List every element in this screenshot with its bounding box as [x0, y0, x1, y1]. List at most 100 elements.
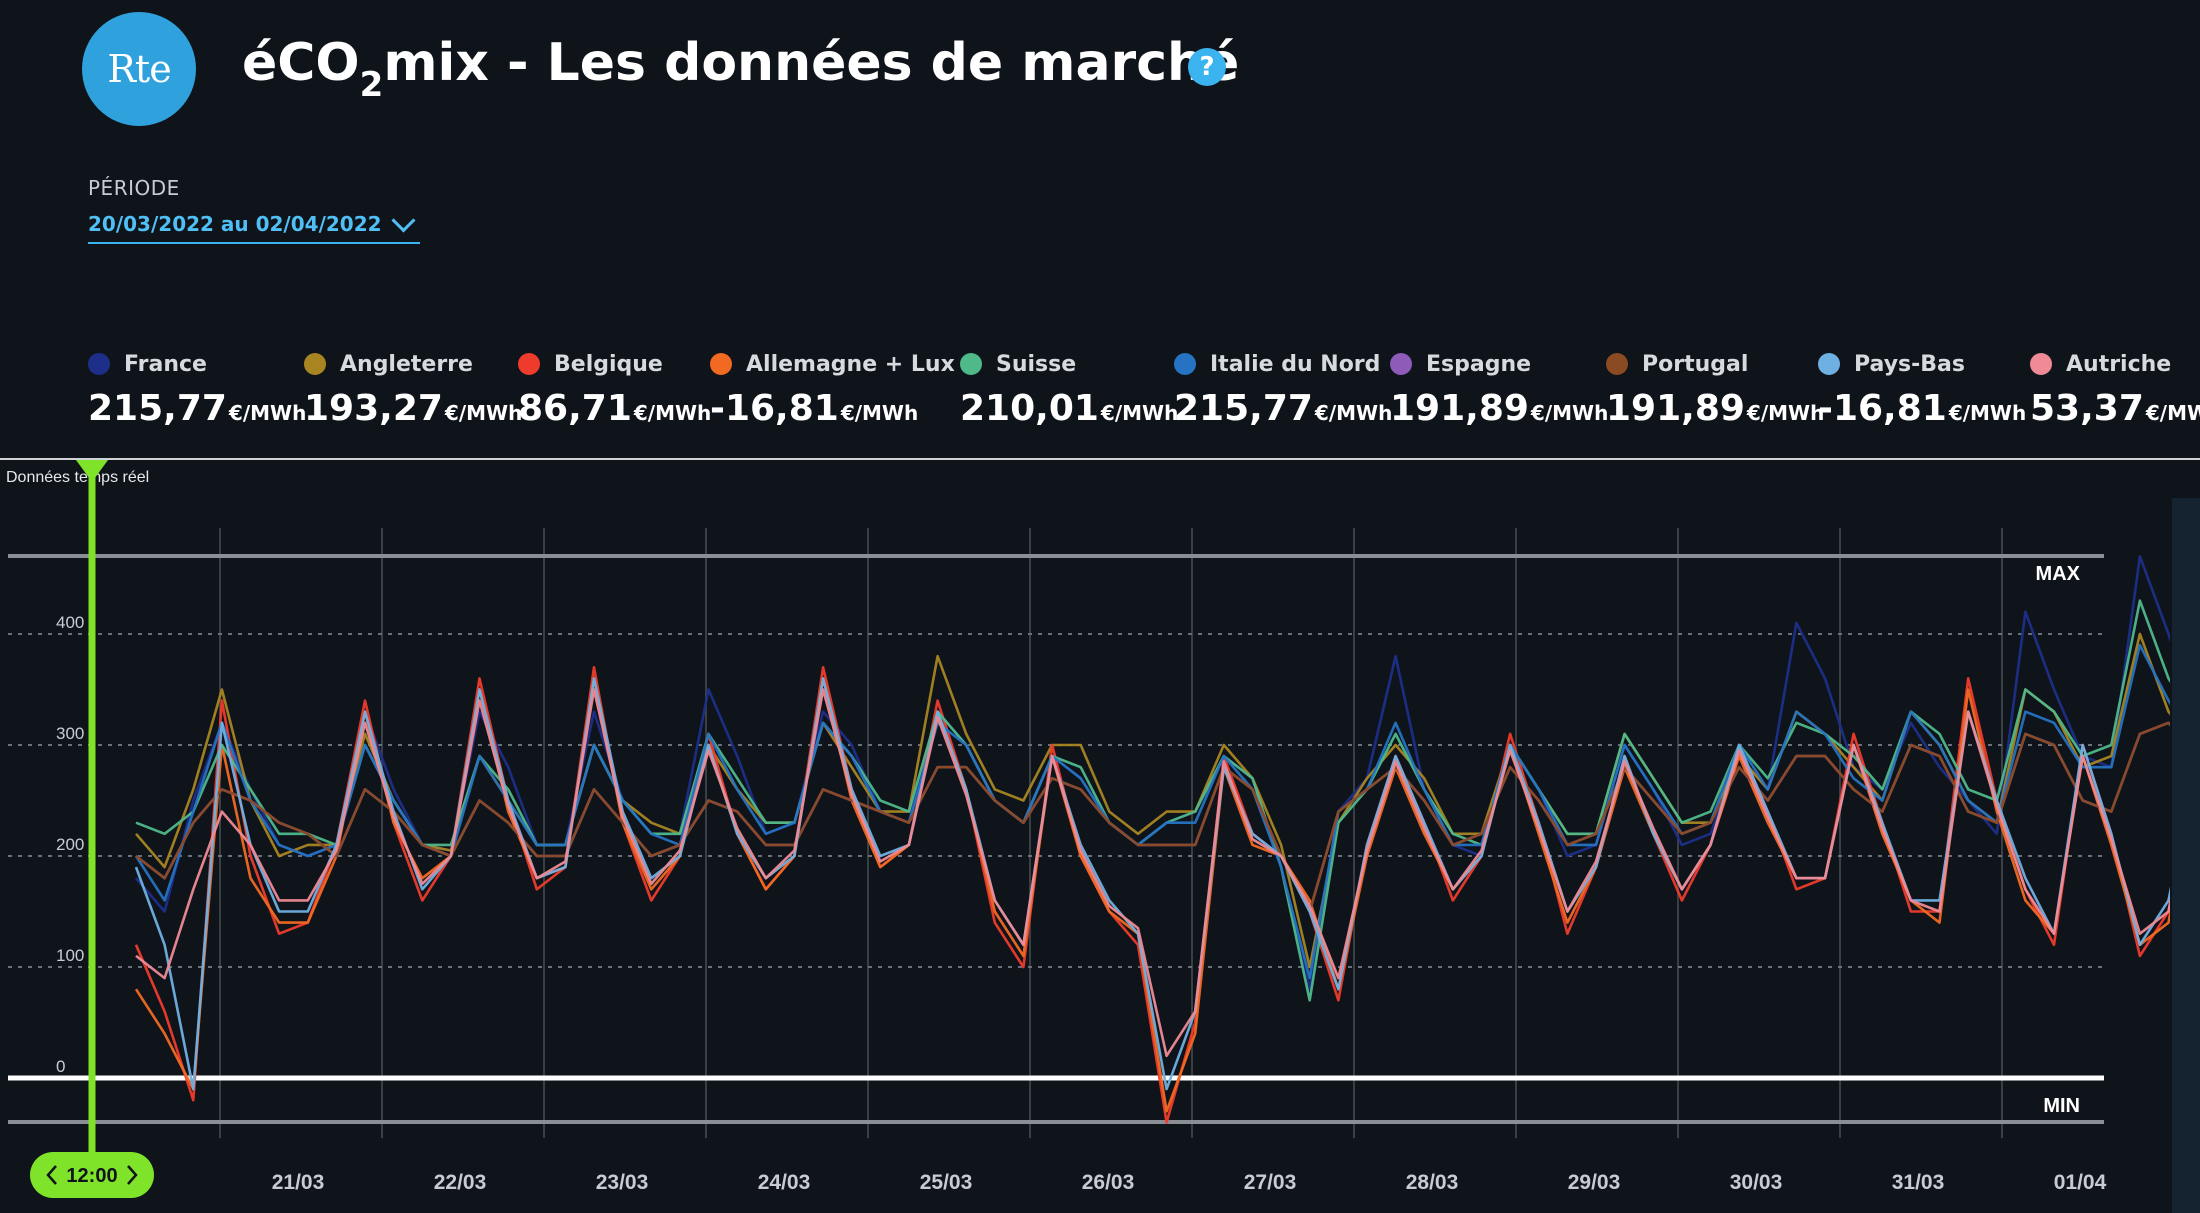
series-line-italie-du-nord[interactable]: [134, 643, 2170, 980]
legend-price-unit: €/MWh: [1100, 401, 1179, 425]
y-tick-label: 0: [56, 1057, 65, 1076]
legend-dot-icon: [304, 353, 326, 375]
x-tick-label: 21/03: [272, 1171, 325, 1194]
legend-name: Autriche: [2066, 351, 2172, 377]
legend-name: Pays-Bas: [1854, 351, 1965, 377]
legend-item[interactable]: Angleterre 193,27 €/MWh: [304, 348, 522, 429]
legend-price: 53,37€/MWh: [2030, 388, 2200, 429]
x-tick-label: 29/03: [1568, 1171, 1621, 1194]
legend-item[interactable]: Portugal 191,89 €/MWh: [1606, 348, 1824, 429]
legend-item[interactable]: Allemagne + Lux -16,81 €/MWh: [710, 348, 955, 429]
legend-price: 215,77 €/MWh: [1174, 388, 1392, 429]
x-tick-label: 24/03: [758, 1171, 811, 1194]
legend-price-value: -16,81: [1818, 388, 1947, 429]
legend-price-value: 86,71: [518, 388, 632, 429]
legend-price-unit: €/MWh: [1530, 401, 1609, 425]
legend-price-unit: €/MWh: [1314, 401, 1393, 425]
legend-price-value: 215,77: [88, 388, 227, 429]
title-prefix: éCO: [242, 33, 360, 93]
legend-price-unit: €/MWh: [1948, 401, 2027, 425]
x-tick-label: 23/03: [596, 1171, 649, 1194]
legend-price: 215,77 €/MWh: [88, 388, 306, 429]
x-tick-label: 30/03: [1730, 1171, 1783, 1194]
x-tick-label: 01/04: [2054, 1171, 2107, 1194]
min-label: MIN: [2043, 1095, 2080, 1117]
legend-dot-icon: [960, 353, 982, 375]
max-label: MAX: [2036, 563, 2081, 585]
series-line-suisse[interactable]: [135, 599, 2170, 1002]
legend-price: -16,81 €/MWh: [1818, 388, 2026, 429]
legend-price-unit: €/MWh: [840, 401, 919, 425]
legend-price: -16,81 €/MWh: [710, 388, 955, 429]
cursor-handle-icon[interactable]: [76, 460, 108, 482]
legend-price-value: 193,27: [304, 388, 443, 429]
legend-item[interactable]: France 215,77 €/MWh: [88, 348, 306, 429]
legend-dot-icon: [2030, 353, 2052, 375]
legend-price: 191,89 €/MWh: [1390, 388, 1608, 429]
x-tick-label: 28/03: [1406, 1171, 1459, 1194]
x-tick-label: 26/03: [1082, 1171, 1135, 1194]
legend-dot-icon: [88, 353, 110, 375]
x-tick-label: 31/03: [1892, 1171, 1945, 1194]
legend-price-unit: €/MWh: [2145, 401, 2200, 425]
legend-item[interactable]: Espagne 191,89 €/MWh: [1390, 348, 1608, 429]
legend-name: Allemagne + Lux: [746, 351, 955, 377]
legend-name: France: [124, 351, 207, 377]
legend-price: 191,89 €/MWh: [1606, 388, 1824, 429]
y-tick-label: 100: [56, 946, 84, 965]
chevron-right-icon[interactable]: [127, 1165, 138, 1185]
legend-item[interactable]: Pays-Bas -16,81 €/MWh: [1818, 348, 2026, 429]
legend-name: Belgique: [554, 351, 663, 377]
legend-name: Suisse: [996, 351, 1077, 377]
legend-name: Italie du Nord: [1210, 351, 1381, 377]
x-tick-label: 25/03: [920, 1171, 973, 1194]
chart-subtitle: Données temps réel: [6, 469, 149, 486]
legend-item[interactable]: Italie du Nord 215,77 €/MWh: [1174, 348, 1392, 429]
legend-item[interactable]: Belgique 86,71 €/MWh: [518, 348, 711, 429]
legend-name: Angleterre: [340, 351, 473, 377]
help-icon[interactable]: ?: [1188, 48, 1226, 86]
divider: [0, 458, 2200, 460]
legend-item[interactable]: Autriche 53,37€/MWh: [2030, 348, 2200, 429]
cursor-time-label: 12:00: [66, 1165, 117, 1187]
legend-price: 210,01 €/MWh: [960, 388, 1178, 429]
legend-price-unit: €/MWh: [633, 401, 712, 425]
series-line-allemagne-lux[interactable]: [134, 677, 2170, 1113]
series-line-portugal[interactable]: [135, 721, 2170, 913]
scrollbar-track[interactable]: [2172, 498, 2200, 1213]
legend-dot-icon: [710, 353, 732, 375]
legend-price-unit: €/MWh: [444, 401, 523, 425]
series-line-angleterre[interactable]: [135, 632, 2170, 969]
y-tick-label: 300: [56, 724, 84, 743]
legend-name: Portugal: [1642, 351, 1749, 377]
cursor-time-badge[interactable]: [30, 1152, 154, 1198]
legend-dot-icon: [1390, 353, 1412, 375]
header: Rte éCO2mix - Les données de marché ?: [0, 0, 2200, 140]
legend-name: Espagne: [1426, 351, 1532, 377]
y-tick-label: 200: [56, 835, 84, 854]
legend-item[interactable]: Suisse 210,01 €/MWh: [960, 348, 1178, 429]
title-subscript: 2: [359, 65, 384, 105]
legend-price-value: 191,89: [1606, 388, 1745, 429]
legend-dot-icon: [518, 353, 540, 375]
series-line-belgique[interactable]: [134, 666, 2170, 1124]
legend-dot-icon: [1606, 353, 1628, 375]
y-tick-label: 400: [56, 613, 84, 632]
x-tick-label: 27/03: [1244, 1171, 1297, 1194]
chart-area[interactable]: MAX MIN 0 100 200 300 400 Données temps réel 21/…: [0, 460, 2200, 1213]
legend-price-value: 215,77: [1174, 388, 1313, 429]
series-line-autriche[interactable]: [135, 688, 2170, 1058]
legend: France 215,77 €/MWh Angleterre 193,27 €/MWh Be…: [88, 348, 2200, 438]
legend-dot-icon: [1174, 353, 1196, 375]
legend-price-value: -16,81: [710, 388, 839, 429]
series-line-pays-bas[interactable]: [134, 677, 2170, 1091]
legend-price-value: 210,01: [960, 388, 1099, 429]
legend-price-value: 53,37: [2030, 388, 2144, 429]
x-tick-label: 22/03: [434, 1171, 487, 1194]
price-chart[interactable]: MAX MIN 0 100 200 300 400 Données temps réel 21/…: [0, 460, 2170, 1213]
period-select[interactable]: 20/03/2022 au 02/04/2022: [88, 206, 420, 244]
series-line-espagne[interactable]: [135, 721, 2170, 913]
legend-price-value: 191,89: [1390, 388, 1529, 429]
rte-logo[interactable]: Rte: [82, 12, 196, 126]
chevron-left-icon[interactable]: [46, 1165, 57, 1185]
